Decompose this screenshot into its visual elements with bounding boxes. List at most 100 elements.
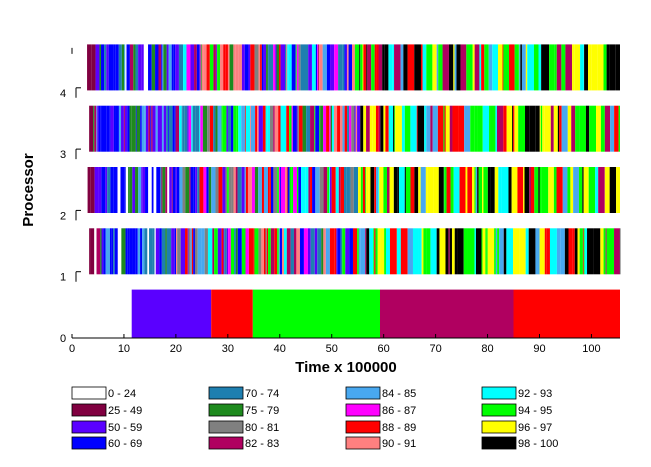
processor-2-stripe-49 [215, 167, 219, 213]
processor-3-stripe-50 [200, 105, 203, 152]
processor-2-stripe-82 [296, 167, 299, 213]
processor-4-stripe-96 [344, 44, 346, 91]
processor-1-stripe-104 [365, 228, 367, 275]
processor-1-stripe-128 [449, 228, 452, 275]
processor-2-stripe-56 [233, 167, 236, 213]
processor-1-stripe-113 [385, 228, 390, 275]
processor-0-track [131, 289, 620, 338]
processor-2-stripe-159 [538, 167, 540, 213]
processor-3-stripe-84 [291, 105, 293, 152]
processor-1-stripe-93 [334, 228, 337, 275]
processor-3-stripe-155 [514, 105, 519, 152]
processor-1-stripe-85 [307, 228, 311, 275]
processor-2-stripe-103 [353, 167, 359, 213]
processor-2-stripe-3 [98, 167, 102, 213]
processor-2-stripe-158 [534, 167, 539, 213]
processor-2-stripe-164 [553, 167, 557, 213]
processor-3-stripe-96 [323, 105, 327, 152]
processor-3-stripe-127 [404, 105, 411, 152]
processor-3-stripe-52 [207, 105, 210, 152]
processor-2-stripe-177 [604, 167, 610, 213]
axes: 0 10 20 30 40 50 60 70 80 90 100 0 1 2 3 4 [60, 47, 620, 355]
processor-3-stripe-31 [157, 105, 162, 152]
processor-2-stripe-23 [151, 167, 154, 213]
processor-1-stripe-112 [384, 228, 386, 275]
processor-2-stripe-54 [228, 167, 232, 213]
processor-3-stripe-147 [489, 105, 491, 152]
processor-1-stripe-164 [579, 228, 583, 275]
processor-4-stripe-66 [266, 44, 268, 91]
processor-3-stripe-98 [329, 105, 331, 152]
processor-4-stripe-24 [158, 44, 162, 91]
processor-3-stripe-121 [385, 105, 389, 152]
processor-3-stripe-13 [118, 105, 122, 152]
processor-1-stripe-133 [467, 228, 475, 275]
processor-1-stripe-33 [171, 228, 175, 275]
processor-4-stripe-110 [376, 44, 379, 91]
processor-1-stripe-23 [147, 228, 150, 275]
processor-1-stripe-92 [329, 228, 335, 275]
processor-1-stripe-14 [125, 228, 128, 275]
processor-4-stripe-134 [472, 44, 475, 91]
processor-2-stripe-105 [360, 167, 363, 213]
processor-4-stripe-147 [519, 44, 521, 91]
processor-3-stripe-23 [141, 105, 145, 152]
processor-4-stripe-63 [260, 44, 262, 91]
processor-4-stripe-116 [394, 44, 401, 91]
processor-1-stripe-46 [201, 228, 205, 275]
processor-4-stripe-117 [400, 44, 404, 91]
processor-2-stripe-17 [138, 167, 142, 213]
processor-2-stripe-139 [472, 167, 475, 213]
processor-1-stripe-162 [574, 228, 578, 275]
processor-2-stripe-45 [203, 167, 207, 213]
processor-2-stripe-126 [420, 167, 426, 213]
processor-2-stripe-137 [465, 167, 468, 213]
processor-2-stripe-107 [365, 167, 367, 213]
processor-2-stripe-101 [349, 167, 351, 213]
legend-item: 88 - 89 [345, 420, 416, 434]
processor-3-stripe-20 [135, 105, 137, 152]
processor-3-stripe-177 [604, 105, 611, 152]
processor-4-stripe-64 [261, 44, 264, 91]
processor-1-stripe-117 [407, 228, 413, 275]
processor-4-stripe-70 [275, 44, 277, 91]
processor-2-stripe-21 [148, 167, 151, 213]
processor-2-stripe-20 [145, 167, 149, 213]
processor-4-track [87, 44, 620, 91]
processor-4-stripe-39 [199, 44, 201, 91]
processor-3-stripe-3 [96, 105, 98, 152]
processor-2-stripe-86 [308, 167, 311, 213]
processor-3-stripe-107 [349, 105, 352, 152]
processor-3-stripe-30 [155, 105, 158, 152]
processor-1-stripe-134 [474, 228, 476, 275]
processor-1-stripe-114 [389, 228, 397, 275]
processor-3-stripe-160 [539, 105, 541, 152]
legend-swatch [71, 403, 107, 417]
legend: 0 - 24 25 - 49 50 - 59 60 - 69 70 - 74 75 - 7… [71, 386, 558, 450]
processor-1-stripe-10 [113, 228, 115, 275]
processor-1-stripe-119 [418, 228, 422, 275]
processor-3-stripe-41 [181, 105, 183, 152]
processor-1-stripe-73 [274, 228, 278, 275]
processor-4-stripe-67 [267, 44, 269, 91]
legend-swatch [208, 420, 244, 434]
processor-3-stripe-75 [267, 105, 271, 152]
processor-2-stripe-71 [273, 167, 278, 213]
processor-4-stripe-40 [200, 44, 202, 91]
processor-3-stripe-154 [513, 105, 515, 152]
processor-3-stripe-171 [575, 105, 580, 152]
processor-2-stripe-116 [387, 167, 390, 213]
processor-3-stripe-102 [337, 105, 341, 152]
legend-label: 88 - 89 [382, 422, 416, 434]
processor-4-stripe-125 [436, 44, 439, 91]
processor-2-stripe-22 [150, 167, 152, 213]
processor-2-stripe-50 [218, 167, 223, 213]
processor-3-stripe-26 [148, 105, 151, 152]
processor-1-stripe-58 [234, 228, 236, 275]
processor-2-stripe-114 [379, 167, 384, 213]
processor-1-stripe-9 [111, 228, 114, 275]
processor-4-stripe-161 [572, 44, 575, 91]
x-tick-label-90: 90 [533, 343, 545, 355]
processor-3-stripe-175 [596, 105, 601, 152]
processor-3-stripe-45 [188, 105, 192, 152]
